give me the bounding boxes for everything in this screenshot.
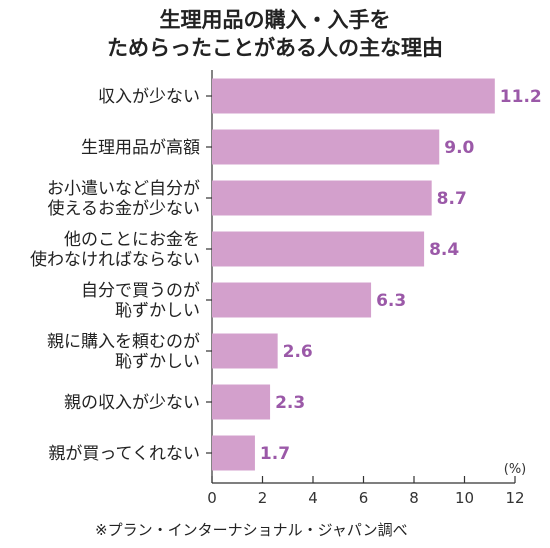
category-label: 親の収入が少ない [64, 393, 200, 413]
bar [212, 129, 440, 165]
bar-value-label: 1.7 [260, 444, 290, 464]
category-label: 恥ずかしい [115, 301, 200, 321]
category-label: 収入が少ない [98, 87, 200, 107]
category-label: 使えるお金が少ない [48, 198, 201, 219]
category-label: 使わなければならない [30, 249, 200, 270]
category-label: お小遣いなど自分が [47, 179, 200, 199]
bar [212, 78, 495, 114]
bar [212, 435, 255, 471]
bar-value-label: 2.6 [283, 342, 313, 362]
bar-value-label: 11.2 [500, 87, 542, 107]
source-footnote: ※プラン・インターナショナル・ジャパン調べ [95, 521, 408, 539]
category-label: 親が買ってくれない [48, 444, 200, 464]
bar-value-label: 8.4 [429, 240, 459, 260]
bar [212, 384, 271, 420]
category-label: 恥ずかしい [115, 352, 200, 372]
bar-value-label: 2.3 [275, 393, 305, 413]
x-tick-label: 8 [409, 489, 419, 507]
bar [212, 180, 432, 216]
x-tick-label: 2 [258, 489, 268, 507]
x-tick-label: 4 [308, 489, 318, 507]
x-tick-label: 10 [455, 489, 474, 507]
chart-title: 生理用品の購入・入手を ためらったことがある人の主な理由 [0, 6, 550, 62]
category-label: 自分で買うのが [81, 281, 200, 301]
bar [212, 231, 425, 267]
bar-value-label: 9.0 [444, 138, 474, 158]
chart-title-line-1: 生理用品の購入・入手を [159, 8, 391, 32]
x-tick-label: 12 [505, 489, 524, 507]
category-label: 生理用品が高額 [81, 138, 200, 158]
bar [212, 333, 278, 369]
category-label: 他のことにお金を [64, 230, 200, 250]
bar-value-label: 6.3 [376, 291, 406, 311]
x-tick-label: 0 [207, 489, 217, 507]
bar-value-label: 8.7 [437, 189, 467, 209]
bar [212, 282, 372, 318]
category-label: 親に購入を頼むのが [47, 332, 200, 352]
x-tick-label: 6 [359, 489, 369, 507]
chart-title-line-2: ためらったことがある人の主な理由 [107, 36, 443, 60]
x-axis-unit: (%) [504, 462, 527, 477]
